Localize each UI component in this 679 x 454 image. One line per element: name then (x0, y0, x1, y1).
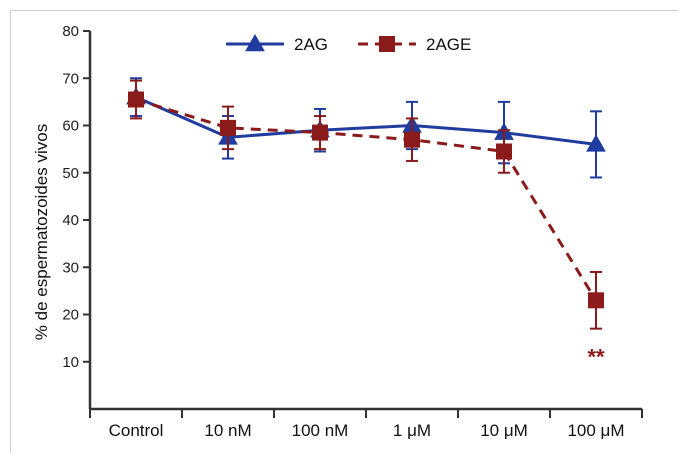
series-layer: ** (126, 77, 606, 370)
data-point (404, 131, 420, 148)
x-tick-label: 100 nM (292, 421, 349, 440)
series-line (135, 95, 597, 146)
x-tick-label: 100 μM (567, 421, 624, 440)
significance-annotation: ** (587, 345, 605, 370)
y-tick-label: 10 (62, 354, 79, 371)
data-point (496, 143, 512, 160)
y-tick-label: 20 (62, 307, 79, 324)
data-point (220, 119, 236, 136)
y-tick-label: 30 (62, 259, 79, 276)
series-2AG (126, 77, 606, 179)
y-axis-title: % de espermatozoides vivos (32, 124, 51, 340)
x-tick-label: Control (109, 421, 164, 440)
y-tick-label: 80 (62, 23, 79, 40)
data-point (588, 292, 604, 309)
y-tick-label: 60 (62, 118, 79, 135)
series-line (135, 98, 598, 302)
legend-label: 2AGE (426, 35, 471, 54)
data-point (312, 124, 328, 141)
frame-border (10, 10, 678, 453)
axes: 10 20 30 40 50 60 70 80 Control 10 nM 100 nM 1 μM 10… (62, 23, 643, 440)
x-tick-label: 1 μM (393, 421, 431, 440)
legend-label: 2AG (294, 35, 328, 54)
x-tick-label: 10 nM (204, 421, 251, 440)
data-point (128, 91, 144, 108)
series-2AGE (128, 79, 604, 330)
y-tick-label: 40 (62, 212, 79, 229)
data-point (379, 36, 395, 52)
legend: 2AG 2AGE (226, 33, 471, 54)
data-point (245, 33, 265, 52)
data-point (586, 134, 606, 152)
y-tick-label: 50 (62, 165, 79, 182)
y-tick-label: 70 (62, 70, 79, 87)
x-tick-label: 10 μM (480, 421, 528, 440)
legend-item-2AG: 2AG (226, 33, 328, 54)
legend-item-2AGE: 2AGE (358, 35, 471, 54)
